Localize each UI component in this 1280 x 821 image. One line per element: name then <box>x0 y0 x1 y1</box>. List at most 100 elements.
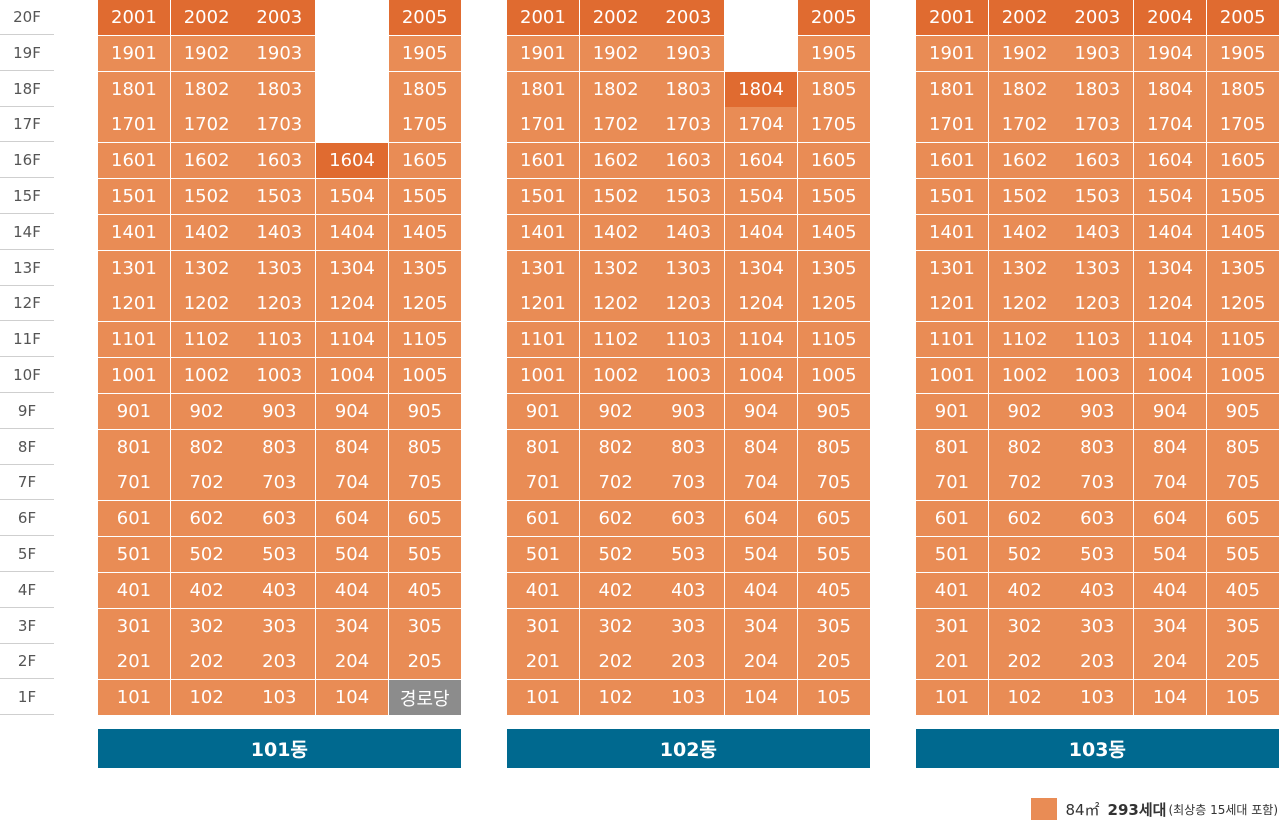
unit-cell: 403 <box>1061 572 1134 608</box>
unit-cell: 804 <box>725 429 797 465</box>
unit-cell: 1303 <box>652 250 725 286</box>
unit-cell: 1302 <box>988 250 1061 286</box>
floor-label: 12F <box>0 286 54 322</box>
unit-cell: 703 <box>652 465 725 501</box>
unit-cell: 1901 <box>507 35 579 71</box>
unit-cell: 701 <box>916 465 988 501</box>
unit-cell: 1303 <box>243 250 316 286</box>
unit-cell: 1904 <box>1134 35 1206 71</box>
unit-cell: 1701 <box>916 107 988 143</box>
unit-cell: 402 <box>579 572 652 608</box>
unit-cell: 1104 <box>1134 322 1206 358</box>
unit-cell: 1803 <box>652 71 725 107</box>
unit-cell: 1404 <box>1134 214 1206 250</box>
unit-cell: 601 <box>98 501 170 537</box>
unit-cell: 1805 <box>388 71 461 107</box>
unit-cell: 1201 <box>507 286 579 322</box>
floor-label: 18F <box>0 72 54 107</box>
unit-cell: 2002 <box>579 0 652 35</box>
unit-cell: 104 <box>1134 680 1206 716</box>
unit-cell: 402 <box>988 572 1061 608</box>
unit-cell: 902 <box>988 393 1061 429</box>
unit-cell: 503 <box>652 537 725 572</box>
unit-cell: 1301 <box>916 250 988 286</box>
unit-cell: 102 <box>988 680 1061 716</box>
unit-cell: 904 <box>316 393 388 429</box>
unit-cell: 1305 <box>797 250 870 286</box>
unit-cell: 1801 <box>98 71 170 107</box>
unit-cell: 1504 <box>725 179 797 214</box>
unit-cell: 1005 <box>388 358 461 393</box>
unit-cell: 905 <box>388 393 461 429</box>
unit-cell: 1805 <box>1206 71 1279 107</box>
unit-cell: 1603 <box>1061 143 1134 179</box>
unit-cell: 905 <box>1206 393 1279 429</box>
unit-cell: 1605 <box>797 143 870 179</box>
floor-label: 13F <box>0 251 54 286</box>
unit-cell: 1301 <box>507 250 579 286</box>
unit-cell: 804 <box>316 429 388 465</box>
unit-cell: 404 <box>1134 572 1206 608</box>
unit-cell: 102 <box>579 680 652 716</box>
unit-cell: 1402 <box>579 214 652 250</box>
unit-cell: 경로당 <box>388 680 461 716</box>
unit-cell: 703 <box>243 465 316 501</box>
floor-label: 6F <box>0 501 54 537</box>
unit-cell: 501 <box>507 537 579 572</box>
unit-cell: 904 <box>1134 393 1206 429</box>
unit-cell: 701 <box>507 465 579 501</box>
unit-cell: 103 <box>652 680 725 716</box>
unit-cell: 1402 <box>988 214 1061 250</box>
unit-cell: 405 <box>1206 572 1279 608</box>
unit-cell: 403 <box>652 572 725 608</box>
legend-note: (최상층 15세대 포함) <box>1168 802 1278 817</box>
unit-cell: 102 <box>170 680 243 716</box>
unit-cell: 601 <box>916 501 988 537</box>
unit-cell: 702 <box>579 465 652 501</box>
unit-cell: 1605 <box>388 143 461 179</box>
unit-cell: 1902 <box>988 35 1061 71</box>
unit-cell: 1601 <box>98 143 170 179</box>
unit-cell: 203 <box>1061 644 1134 680</box>
unit-cell: 1903 <box>1061 35 1134 71</box>
unit-cell: 1602 <box>170 143 243 179</box>
unit-cell: 1003 <box>1061 358 1134 393</box>
unit-cell: 202 <box>988 644 1061 680</box>
unit-cell: 203 <box>652 644 725 680</box>
unit-cell: 1102 <box>170 322 243 358</box>
unit-cell: 1604 <box>316 143 388 179</box>
unit-cell: 2005 <box>388 0 461 35</box>
unit-cell: 1603 <box>652 143 725 179</box>
unit-cell: 1802 <box>170 71 243 107</box>
unit-cell: 1803 <box>1061 71 1134 107</box>
unit-cell: 704 <box>316 465 388 501</box>
unit-cell: 705 <box>388 465 461 501</box>
unit-cell: 903 <box>243 393 316 429</box>
unit-cell: 802 <box>170 429 243 465</box>
unit-cell: 705 <box>1206 465 1279 501</box>
unit-cell: 805 <box>388 429 461 465</box>
unit-cell: 2004 <box>1134 0 1206 35</box>
unit-cell: 602 <box>170 501 243 537</box>
unit-cell: 902 <box>170 393 243 429</box>
unit-cell: 801 <box>98 429 170 465</box>
unit-cell: 301 <box>98 608 170 644</box>
unit-cell: 301 <box>916 608 988 644</box>
unit-cell: 1803 <box>243 71 316 107</box>
unit-cell: 1901 <box>98 35 170 71</box>
unit-cell: 1001 <box>916 358 988 393</box>
floor-label: 17F <box>0 107 54 143</box>
unit-cell: 1104 <box>725 322 797 358</box>
floor-label: 20F <box>0 0 54 35</box>
unit-cell: 1002 <box>988 358 1061 393</box>
unit-cell: 1503 <box>652 179 725 214</box>
unit-cell: 1102 <box>988 322 1061 358</box>
unit-cell: 1801 <box>507 71 579 107</box>
unit-cell: 702 <box>988 465 1061 501</box>
unit-cell: 201 <box>916 644 988 680</box>
unit-cell: 1701 <box>507 107 579 143</box>
unit-cell: 803 <box>652 429 725 465</box>
unit-cell: 1205 <box>797 286 870 322</box>
unit-cell: 1502 <box>579 179 652 214</box>
unit-cell: 1501 <box>98 179 170 214</box>
